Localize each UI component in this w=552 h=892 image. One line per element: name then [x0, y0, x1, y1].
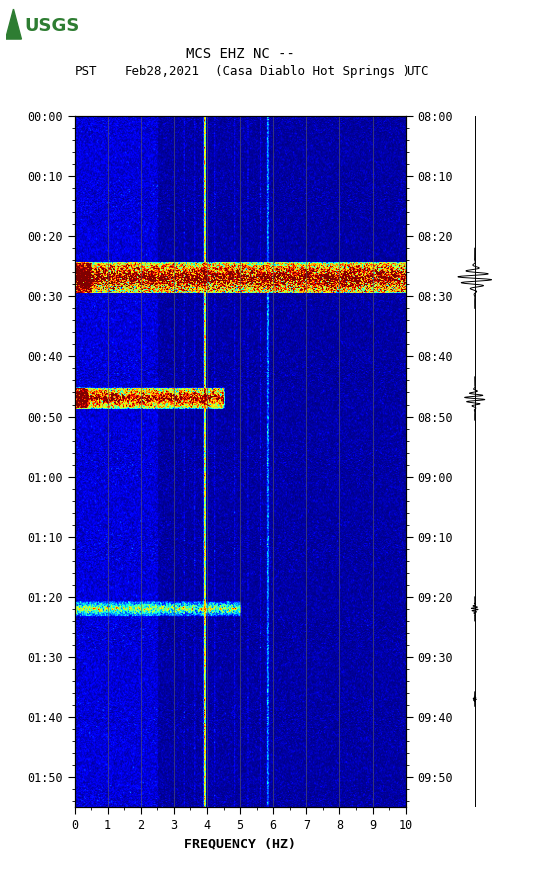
X-axis label: FREQUENCY (HZ): FREQUENCY (HZ): [184, 838, 296, 851]
Text: (Casa Diablo Hot Springs ): (Casa Diablo Hot Springs ): [215, 65, 410, 78]
Text: Feb28,2021: Feb28,2021: [124, 65, 199, 78]
Polygon shape: [6, 9, 22, 39]
Text: MCS EHZ NC --: MCS EHZ NC --: [185, 46, 295, 61]
Text: USGS: USGS: [24, 17, 79, 35]
Text: PST: PST: [75, 65, 97, 78]
Text: UTC: UTC: [406, 65, 428, 78]
